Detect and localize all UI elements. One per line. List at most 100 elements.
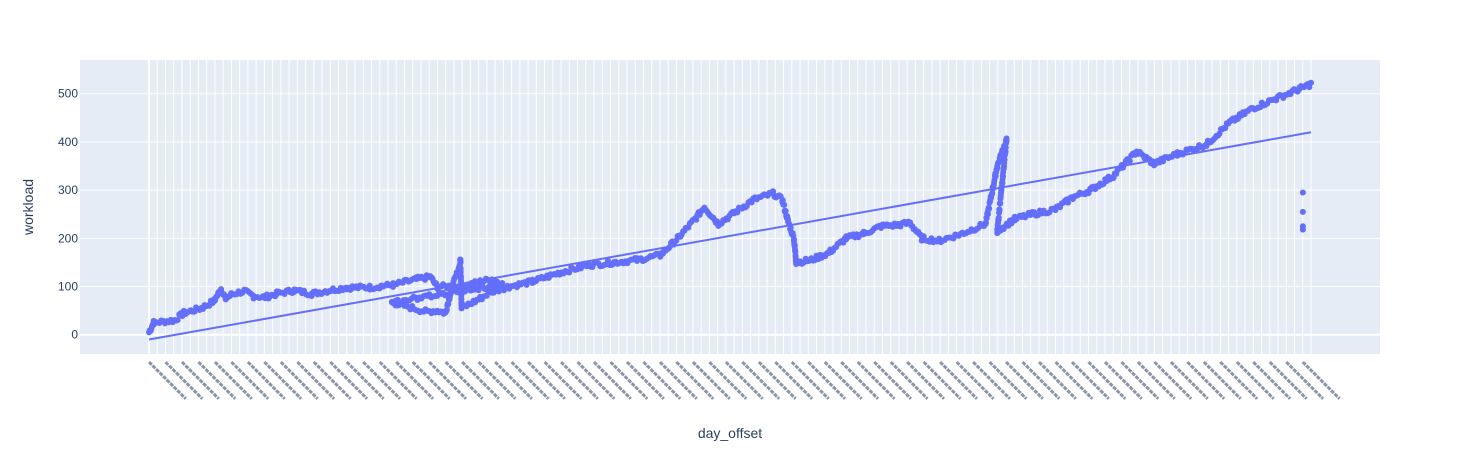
data-point [1299,189,1306,196]
x-tick-label [922,360,962,400]
y-tick-label: 100 [58,280,78,294]
x-tick-label [625,360,665,400]
x-tick-label [576,360,616,400]
plot-area [80,60,1380,354]
x-tick-label [494,360,533,400]
x-tick-label [411,360,451,400]
data-point [457,259,464,266]
x-tick-label [1136,360,1176,400]
data-point [781,201,788,208]
x-tick-label [527,360,566,400]
x-tick-label [1087,360,1127,400]
data-point [693,216,700,223]
data-point [457,278,464,285]
x-tick-label [329,360,369,400]
x-tick-label [873,360,913,400]
x-tick-label [164,360,204,400]
data-point [174,317,181,324]
x-tick-label [774,360,814,400]
y-tick-labels: 0 100 200 300 400 500 [58,87,78,342]
x-tick-label [889,360,929,400]
x-tick-label [378,360,418,400]
x-tick-label [1005,360,1044,400]
x-tick-label [1252,360,1292,400]
x-tick-label [543,360,583,400]
x-tick-label [1219,360,1259,400]
y-tick-label: 0 [71,328,78,342]
x-tick-label [461,360,500,400]
x-tick-label [741,360,781,400]
data-point [523,281,530,288]
x-tick-label [1153,360,1193,400]
x-tick-label [559,360,599,400]
trend-line [148,131,1312,341]
x-tick-label [263,360,303,400]
x-tick-label [972,360,1011,400]
x-tick-label [362,360,402,400]
data-point [1299,226,1306,233]
x-tick-label [840,360,880,400]
x-tick-label [345,360,385,400]
x-tick-label [939,360,978,400]
x-tick-label [807,360,847,400]
y-tick-label: 400 [58,135,78,149]
x-tick-label [147,360,187,400]
x-tick-label [1202,360,1242,400]
data-point [1222,125,1229,132]
x-tick-label [1021,360,1061,400]
x-tick-label [197,360,237,400]
x-tick-label [395,360,435,400]
x-tick-label [955,360,995,400]
data-point [984,211,991,218]
x-tick-label [757,360,797,400]
x-tick-label [477,360,517,400]
data-point [782,207,789,214]
x-tick-label [708,360,748,400]
x-tick-label [1037,360,1077,400]
data-point [996,200,1003,207]
data-point [1126,157,1133,164]
x-tick-label [296,360,336,400]
data-point [1299,208,1306,215]
x-tick-label [1268,360,1308,400]
data-point [989,190,996,197]
data-point [996,209,1003,216]
data-point [566,269,573,276]
y-tick-label: 300 [58,183,78,197]
data-point [986,205,993,212]
x-tick-label [312,360,352,400]
x-tick-label [906,360,946,400]
x-tick-label [279,360,319,400]
data-point [983,220,990,227]
data-point [1216,130,1223,137]
data-point [769,188,776,195]
trend-line-group [148,131,1312,341]
x-tick-label [724,360,764,400]
x-tick-label [658,360,698,400]
x-tick-labels [147,360,1341,400]
y-axis-title: workload [20,179,36,236]
x-tick-label [1235,360,1275,400]
x-tick-label [675,360,715,400]
x-tick-label [230,360,270,400]
x-tick-label [1120,360,1160,400]
x-tick-label [1169,360,1209,400]
x-tick-label [856,360,896,400]
x-tick-label [1054,360,1094,400]
x-tick-label [510,360,550,400]
x-tick-label [1103,360,1143,400]
y-tick-label: 500 [58,87,78,101]
data-point [1308,79,1314,86]
x-tick-label [988,360,1028,400]
x-tick-label [246,360,286,400]
x-tick-label [180,360,220,400]
data-point [734,209,741,216]
x-tick-label [592,360,632,400]
data-point [997,195,1004,202]
data-point [791,236,798,243]
x-tick-label [790,360,830,400]
scatter-markers [146,79,1314,336]
x-tick-label [444,360,484,400]
